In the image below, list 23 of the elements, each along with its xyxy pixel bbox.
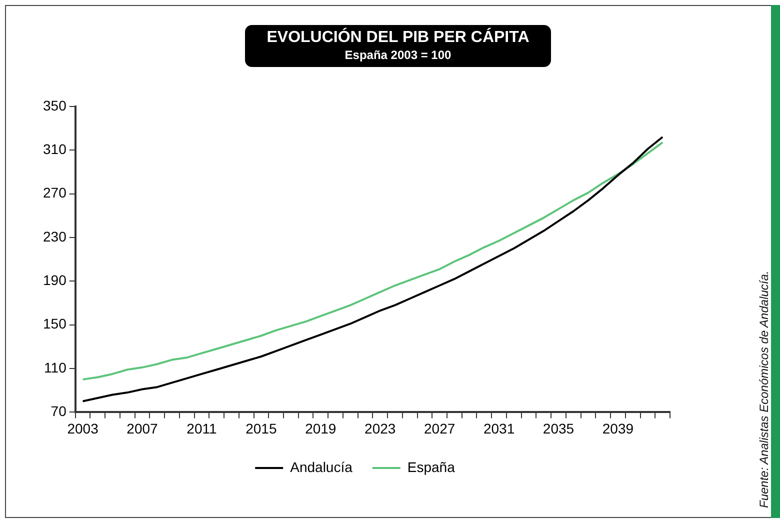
y-tick-label: 110 (44, 359, 67, 376)
chart-title: EVOLUCIÓN DEL PIB PER CÁPITA (266, 29, 530, 47)
y-tick-label: 270 (43, 184, 67, 201)
x-tick-label: 2003 (67, 420, 99, 436)
chart-subtitle: España 2003 = 100 (344, 48, 452, 62)
legend-label: España (407, 458, 456, 475)
y-tick-label: 230 (43, 228, 67, 244)
y-tick-label: 310 (43, 140, 67, 157)
x-tick-label: 2031 (483, 420, 515, 436)
x-tick-label: 2007 (126, 420, 158, 436)
x-tick-label: 2035 (542, 420, 574, 436)
y-tick-label: 350 (43, 97, 67, 114)
x-tick-label: 2011 (186, 420, 217, 436)
x-tick-label: 2027 (424, 420, 456, 436)
y-tick-label: 70 (50, 403, 67, 420)
x-tick-label: 2019 (305, 420, 336, 436)
x-tick-label: 2015 (246, 420, 277, 436)
y-tick-label: 190 (43, 272, 67, 288)
source-note: Fuente: Analistas Económicos de Andalucía. (757, 270, 771, 508)
x-tick-label: 2039 (602, 420, 634, 436)
y-tick-label: 150 (43, 316, 67, 332)
x-tick-label: 2023 (364, 420, 396, 436)
legend-label: Andalucía (290, 458, 353, 475)
